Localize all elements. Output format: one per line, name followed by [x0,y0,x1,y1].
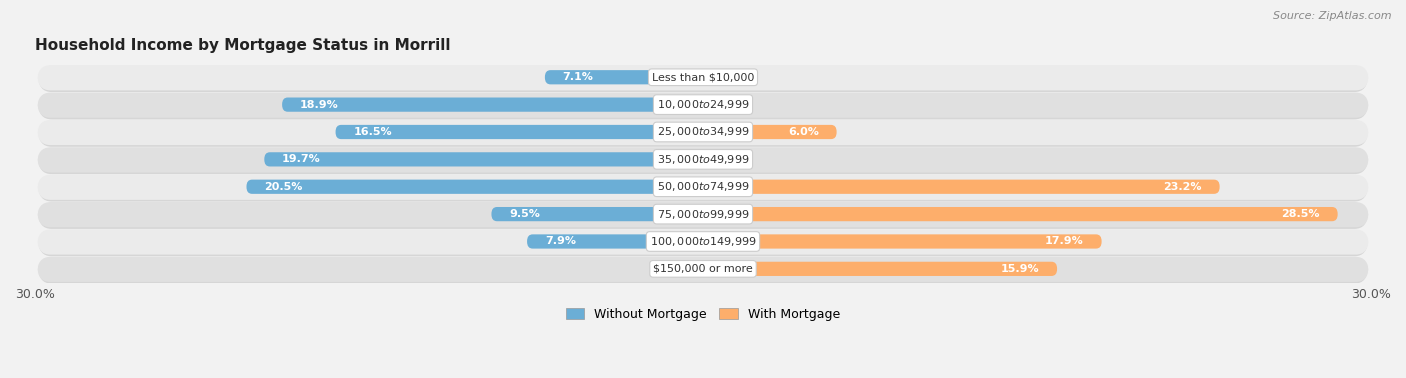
FancyBboxPatch shape [703,207,1337,221]
FancyBboxPatch shape [546,70,703,84]
FancyBboxPatch shape [37,65,1369,90]
Legend: Without Mortgage, With Mortgage: Without Mortgage, With Mortgage [562,304,844,324]
FancyBboxPatch shape [38,121,1368,147]
Text: 19.7%: 19.7% [283,154,321,164]
Text: 28.5%: 28.5% [1281,209,1320,219]
FancyBboxPatch shape [246,180,703,194]
Text: 0.0%: 0.0% [668,264,696,274]
FancyBboxPatch shape [37,257,1369,282]
FancyBboxPatch shape [703,125,837,139]
Text: Less than $10,000: Less than $10,000 [652,72,754,82]
FancyBboxPatch shape [264,152,703,166]
FancyBboxPatch shape [492,207,703,221]
Text: 23.2%: 23.2% [1163,182,1202,192]
Text: $50,000 to $74,999: $50,000 to $74,999 [657,180,749,193]
FancyBboxPatch shape [38,66,1368,92]
FancyBboxPatch shape [37,229,1369,255]
FancyBboxPatch shape [703,234,1102,249]
Text: 15.9%: 15.9% [1001,264,1039,274]
Text: $35,000 to $49,999: $35,000 to $49,999 [657,153,749,166]
Text: 18.9%: 18.9% [299,100,339,110]
FancyBboxPatch shape [527,234,703,249]
FancyBboxPatch shape [38,203,1368,229]
Text: 0.0%: 0.0% [710,154,738,164]
FancyBboxPatch shape [37,147,1369,172]
Text: 7.1%: 7.1% [562,72,593,82]
FancyBboxPatch shape [703,180,1219,194]
Text: 7.9%: 7.9% [546,237,576,246]
FancyBboxPatch shape [37,93,1369,118]
Text: 16.5%: 16.5% [353,127,392,137]
Text: $75,000 to $99,999: $75,000 to $99,999 [657,208,749,221]
Text: 20.5%: 20.5% [264,182,302,192]
Text: Household Income by Mortgage Status in Morrill: Household Income by Mortgage Status in M… [35,38,450,53]
Text: 6.0%: 6.0% [787,127,818,137]
FancyBboxPatch shape [38,230,1368,256]
FancyBboxPatch shape [38,257,1368,284]
Text: $100,000 to $149,999: $100,000 to $149,999 [650,235,756,248]
FancyBboxPatch shape [283,98,703,112]
FancyBboxPatch shape [336,125,703,139]
Text: 0.0%: 0.0% [710,72,738,82]
Text: Source: ZipAtlas.com: Source: ZipAtlas.com [1274,11,1392,21]
Text: 17.9%: 17.9% [1045,237,1084,246]
FancyBboxPatch shape [37,202,1369,227]
Text: $25,000 to $34,999: $25,000 to $34,999 [657,125,749,138]
FancyBboxPatch shape [37,120,1369,145]
FancyBboxPatch shape [703,262,1057,276]
Text: 0.0%: 0.0% [710,100,738,110]
FancyBboxPatch shape [38,93,1368,119]
FancyBboxPatch shape [38,175,1368,201]
FancyBboxPatch shape [38,148,1368,174]
Text: $10,000 to $24,999: $10,000 to $24,999 [657,98,749,111]
Text: 9.5%: 9.5% [509,209,540,219]
FancyBboxPatch shape [37,175,1369,200]
Text: $150,000 or more: $150,000 or more [654,264,752,274]
